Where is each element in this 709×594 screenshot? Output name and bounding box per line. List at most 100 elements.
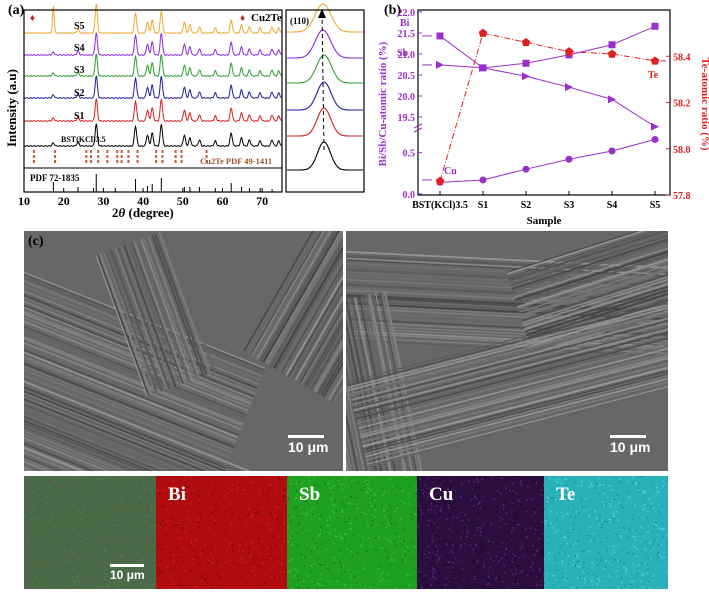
eds-pixel <box>413 521 415 523</box>
eds-pixel <box>35 534 37 536</box>
eds-pixel <box>495 556 497 558</box>
eds-pixel <box>105 573 107 575</box>
eds-pixel <box>520 549 522 551</box>
eds-pixel <box>29 583 31 585</box>
eds-pixel <box>245 561 247 563</box>
eds-pixel <box>344 506 346 508</box>
eds-pixel <box>547 496 549 498</box>
eds-pixel <box>368 580 370 582</box>
eds-pixel <box>68 499 70 501</box>
eds-pixel <box>647 583 649 585</box>
eds-pixel <box>574 548 576 550</box>
eds-pixel <box>205 578 207 580</box>
eds-pixel <box>591 580 593 582</box>
eds-pixel <box>364 513 366 515</box>
eds-pixel <box>372 498 374 500</box>
eds-pixel <box>193 527 195 529</box>
eds-pixel <box>277 519 279 521</box>
eds-pixel <box>457 517 459 519</box>
eds-pixel <box>337 582 339 584</box>
eds-pixel <box>370 497 372 499</box>
eds-pixel <box>419 506 421 508</box>
eds-pixel <box>515 582 517 584</box>
ratio-sb-label: Sb <box>397 48 409 59</box>
eds-pixel <box>517 499 519 501</box>
eds-pixel <box>117 540 119 542</box>
eds-pixel <box>596 516 598 518</box>
eds-pixel <box>369 545 371 547</box>
eds-pixel <box>123 490 125 492</box>
eds-pixel <box>28 577 30 579</box>
eds-pixel <box>33 507 35 509</box>
eds-pixel <box>579 530 581 532</box>
eds-pixel <box>496 511 498 513</box>
eds-pixel <box>323 481 325 483</box>
eds-pixel <box>533 570 535 572</box>
xrd-sample-label: S1 <box>74 111 85 122</box>
eds-pixel <box>99 537 101 539</box>
eds-pixel <box>278 507 280 509</box>
eds-pixel <box>436 545 438 547</box>
eds-pixel <box>523 554 525 556</box>
eds-pixel <box>395 587 397 589</box>
eds-pixel <box>207 582 209 584</box>
eds-pixel <box>545 523 547 525</box>
eds-pixel <box>45 571 47 573</box>
eds-pixel <box>269 530 271 532</box>
eds-pixel <box>64 562 66 564</box>
eds-pixel <box>645 570 647 572</box>
eds-pixel <box>295 584 297 586</box>
eds-pixel <box>334 562 336 564</box>
eds-pixel <box>440 586 442 588</box>
eds-pixel <box>47 575 49 577</box>
eds-pixel <box>138 587 140 589</box>
eds-pixel <box>76 573 78 575</box>
eds-pixel <box>296 494 298 496</box>
eds-pixel <box>439 533 441 535</box>
eds-pixel <box>82 577 84 579</box>
eds-pixel <box>576 587 578 589</box>
eds-pixel <box>615 506 617 508</box>
eds-pixel <box>577 561 579 563</box>
eds-pixel <box>586 563 588 565</box>
eds-pixel <box>379 554 381 556</box>
eds-pixel <box>483 543 485 545</box>
eds-pixel <box>621 481 623 483</box>
eds-pixel <box>167 565 169 567</box>
eds-pixel <box>335 510 337 512</box>
eds-pixel <box>226 492 228 494</box>
eds-pixel <box>232 490 234 492</box>
eds-pixel <box>291 568 293 570</box>
eds-pixel <box>581 506 583 508</box>
eds-pixel <box>312 538 314 540</box>
eds-pixel <box>659 555 661 557</box>
eds-pixel <box>330 488 332 490</box>
eds-pixel <box>87 545 89 547</box>
eds-pixel <box>483 580 485 582</box>
eds-pixel <box>98 587 100 589</box>
eds-pixel <box>62 543 64 545</box>
eds-pixel <box>363 487 365 489</box>
eds-pixel <box>447 564 449 566</box>
eds-pixel <box>280 512 282 514</box>
eds-pixel <box>633 564 635 566</box>
eds-pixel <box>405 561 407 563</box>
eds-pixel <box>122 555 124 557</box>
eds-pixel <box>189 517 191 519</box>
eds-pixel <box>148 525 150 527</box>
eds-pixel <box>215 550 217 552</box>
eds-pixel <box>148 579 150 581</box>
eds-pixel <box>431 541 433 543</box>
eds-pixel <box>166 508 168 510</box>
eds-pixel <box>576 565 578 567</box>
eds-pixel <box>30 502 32 504</box>
eds-pixel <box>27 477 29 479</box>
eds-pixel <box>388 539 390 540</box>
eds-pixel <box>552 583 554 585</box>
eds-pixel <box>234 505 236 507</box>
eds-pixel <box>196 541 198 543</box>
eds-pixel <box>40 588 42 589</box>
eds-pixel <box>526 537 528 539</box>
eds-pixel <box>621 506 623 508</box>
eds-pixel <box>646 517 648 519</box>
